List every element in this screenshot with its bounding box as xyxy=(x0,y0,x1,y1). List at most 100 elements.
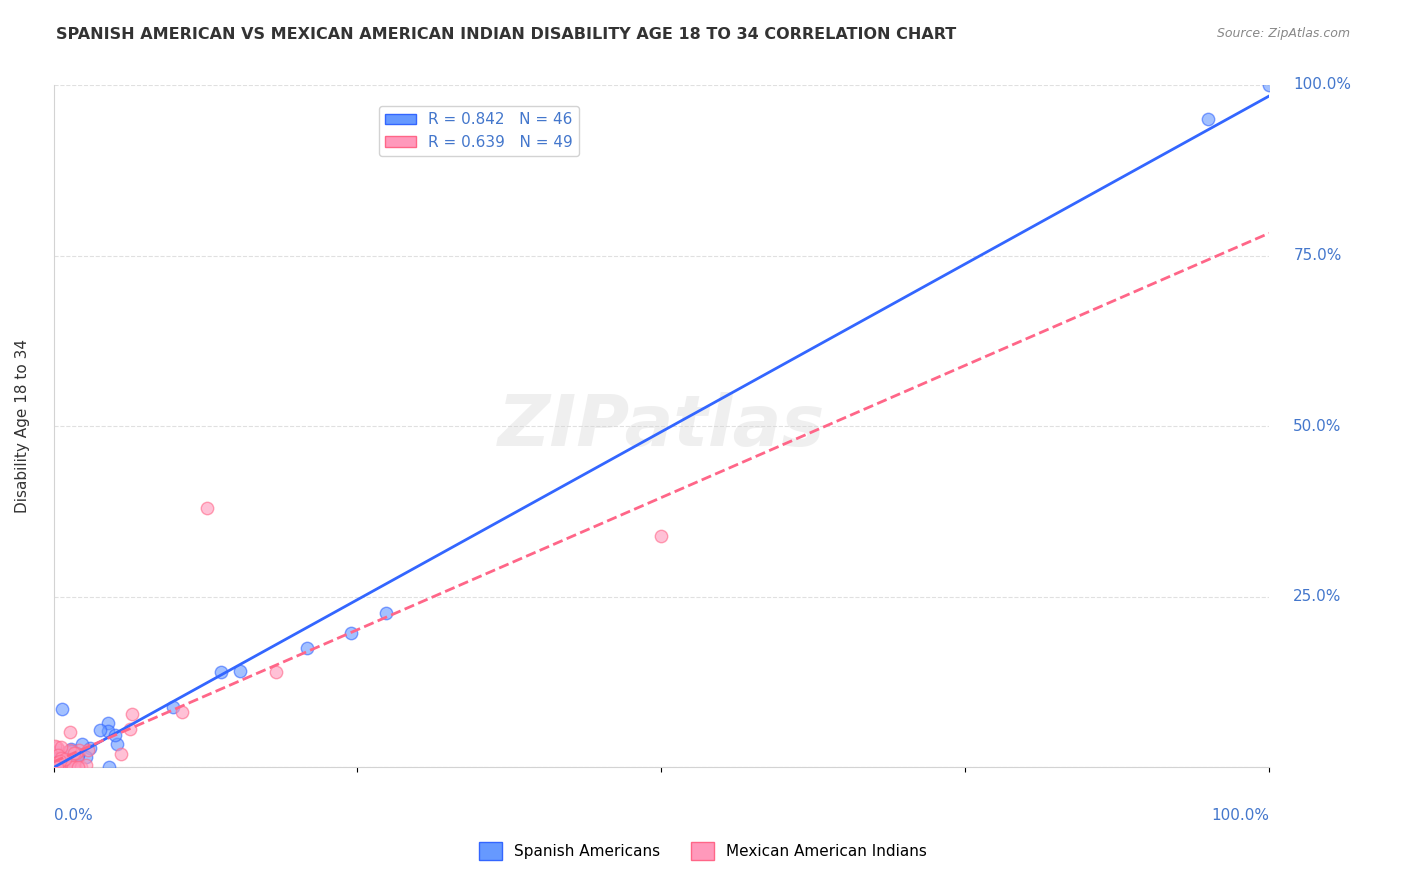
Point xyxy=(209,665,232,680)
Point xyxy=(52,760,75,774)
Point xyxy=(45,760,67,774)
Text: ZIPatlas: ZIPatlas xyxy=(498,392,825,460)
Point xyxy=(44,760,66,774)
Point xyxy=(59,743,82,757)
Point xyxy=(97,715,120,730)
Point xyxy=(48,743,70,757)
Point xyxy=(63,747,86,761)
Text: 100.0%: 100.0% xyxy=(1294,78,1351,93)
Point xyxy=(170,706,193,720)
Point xyxy=(59,760,82,774)
Point xyxy=(77,743,100,757)
Point xyxy=(65,753,87,767)
Point xyxy=(97,724,120,739)
Point xyxy=(46,755,69,769)
Point xyxy=(55,752,77,766)
Point xyxy=(46,760,69,774)
Point xyxy=(52,760,75,774)
Point xyxy=(44,756,66,771)
Point xyxy=(104,727,127,741)
Point xyxy=(46,747,69,762)
Text: Source: ZipAtlas.com: Source: ZipAtlas.com xyxy=(1216,27,1350,40)
Text: 100.0%: 100.0% xyxy=(1211,808,1270,823)
Point xyxy=(59,744,82,758)
Point xyxy=(46,745,69,759)
Text: 0.0%: 0.0% xyxy=(53,808,93,823)
Point xyxy=(62,760,84,774)
Point xyxy=(45,760,67,774)
Point xyxy=(110,747,132,762)
Point xyxy=(46,756,69,770)
Point xyxy=(46,760,69,774)
Point xyxy=(75,758,97,772)
Point xyxy=(49,750,72,764)
Point xyxy=(45,748,67,763)
Point xyxy=(46,760,69,774)
Point xyxy=(195,500,218,515)
Point xyxy=(66,747,89,761)
Point xyxy=(65,746,87,760)
Point xyxy=(51,702,73,716)
Point xyxy=(49,739,72,754)
Point xyxy=(48,760,70,774)
Point xyxy=(45,756,67,771)
Point xyxy=(59,741,82,756)
Point xyxy=(1258,78,1281,92)
Point xyxy=(229,664,252,678)
Point xyxy=(55,756,77,770)
Point xyxy=(42,757,65,772)
Point xyxy=(65,760,87,774)
Point xyxy=(49,754,72,768)
Point xyxy=(45,756,67,771)
Point xyxy=(66,747,89,762)
Point xyxy=(49,756,72,771)
Point xyxy=(107,738,129,752)
Point xyxy=(162,700,184,714)
Point xyxy=(59,760,82,774)
Point xyxy=(44,752,66,766)
Text: 50.0%: 50.0% xyxy=(1294,418,1341,434)
Point xyxy=(56,745,79,759)
Text: 75.0%: 75.0% xyxy=(1294,248,1341,263)
Point xyxy=(62,760,84,774)
Point xyxy=(97,760,120,774)
Point xyxy=(42,760,65,774)
Point xyxy=(66,760,89,774)
Text: 25.0%: 25.0% xyxy=(1294,590,1341,604)
Point xyxy=(46,748,69,763)
Point xyxy=(49,754,72,768)
Point xyxy=(70,760,93,774)
Point xyxy=(70,737,93,751)
Point xyxy=(67,743,90,757)
Text: SPANISH AMERICAN VS MEXICAN AMERICAN INDIAN DISABILITY AGE 18 TO 34 CORRELATION : SPANISH AMERICAN VS MEXICAN AMERICAN IND… xyxy=(56,27,956,42)
Point xyxy=(49,760,72,774)
Point xyxy=(45,756,67,770)
Point xyxy=(45,760,67,774)
Point xyxy=(295,640,318,655)
Point xyxy=(120,722,142,736)
Point xyxy=(44,760,66,774)
Point xyxy=(58,753,80,767)
Point xyxy=(44,739,66,753)
Point xyxy=(59,754,82,768)
Point xyxy=(53,751,76,765)
Point xyxy=(59,724,82,739)
Point xyxy=(45,760,67,774)
Point xyxy=(45,739,67,754)
Point xyxy=(121,706,143,721)
Legend: Spanish Americans, Mexican American Indians: Spanish Americans, Mexican American Indi… xyxy=(472,836,934,866)
Point xyxy=(46,760,69,774)
Point xyxy=(264,665,287,679)
Point xyxy=(79,741,101,756)
Point xyxy=(44,760,66,774)
Legend: R = 0.842   N = 46, R = 0.639   N = 49: R = 0.842 N = 46, R = 0.639 N = 49 xyxy=(380,106,579,156)
Point xyxy=(339,626,361,640)
Point xyxy=(66,752,89,766)
Point xyxy=(1197,112,1219,126)
Point xyxy=(49,751,72,765)
Point xyxy=(89,723,111,737)
Point xyxy=(650,529,672,543)
Point xyxy=(48,760,70,774)
Point xyxy=(75,749,97,764)
Point xyxy=(44,760,66,774)
